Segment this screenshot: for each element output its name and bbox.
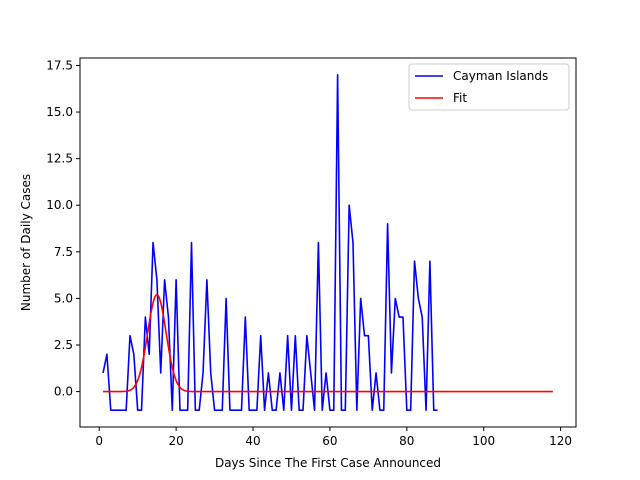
series-line-fit xyxy=(103,293,553,393)
y-axis-ticks: 0.0 2.5 5.0 7.5 10.0 12.5 15.0 17.5 xyxy=(46,58,80,399)
series-line-cayman-islands xyxy=(102,73,438,412)
x-tick-label: 100 xyxy=(472,434,495,448)
x-tick-label: 60 xyxy=(322,434,337,448)
x-tick-label: 40 xyxy=(245,434,260,448)
x-tick-label: 20 xyxy=(168,434,183,448)
x-axis-ticks: 0 20 40 60 80 100 120 xyxy=(95,427,572,448)
y-tick-label: 12.5 xyxy=(46,152,73,166)
plot-frame xyxy=(79,57,577,428)
y-axis-label: Number of Daily Cases xyxy=(19,174,33,311)
x-tick-label: 0 xyxy=(95,434,103,448)
y-tick-label: 5.0 xyxy=(54,291,73,305)
legend-entry: Cayman Islands xyxy=(453,69,548,83)
legend: Cayman Islands Fit xyxy=(408,63,570,111)
legend-box xyxy=(408,63,570,111)
y-tick-label: 2.5 xyxy=(54,338,73,352)
x-tick-label: 120 xyxy=(549,434,572,448)
axes xyxy=(79,57,577,428)
x-axis-label: Days Since The First Case Announced xyxy=(215,456,441,470)
legend-entry: Fit xyxy=(453,91,467,105)
y-tick-label: 0.0 xyxy=(54,385,73,399)
y-tick-label: 10.0 xyxy=(46,198,73,212)
y-tick-label: 17.5 xyxy=(46,58,73,72)
x-tick-label: 80 xyxy=(399,434,414,448)
plot-area xyxy=(102,73,553,412)
y-tick-label: 15.0 xyxy=(46,105,73,119)
y-tick-label: 7.5 xyxy=(54,245,73,259)
